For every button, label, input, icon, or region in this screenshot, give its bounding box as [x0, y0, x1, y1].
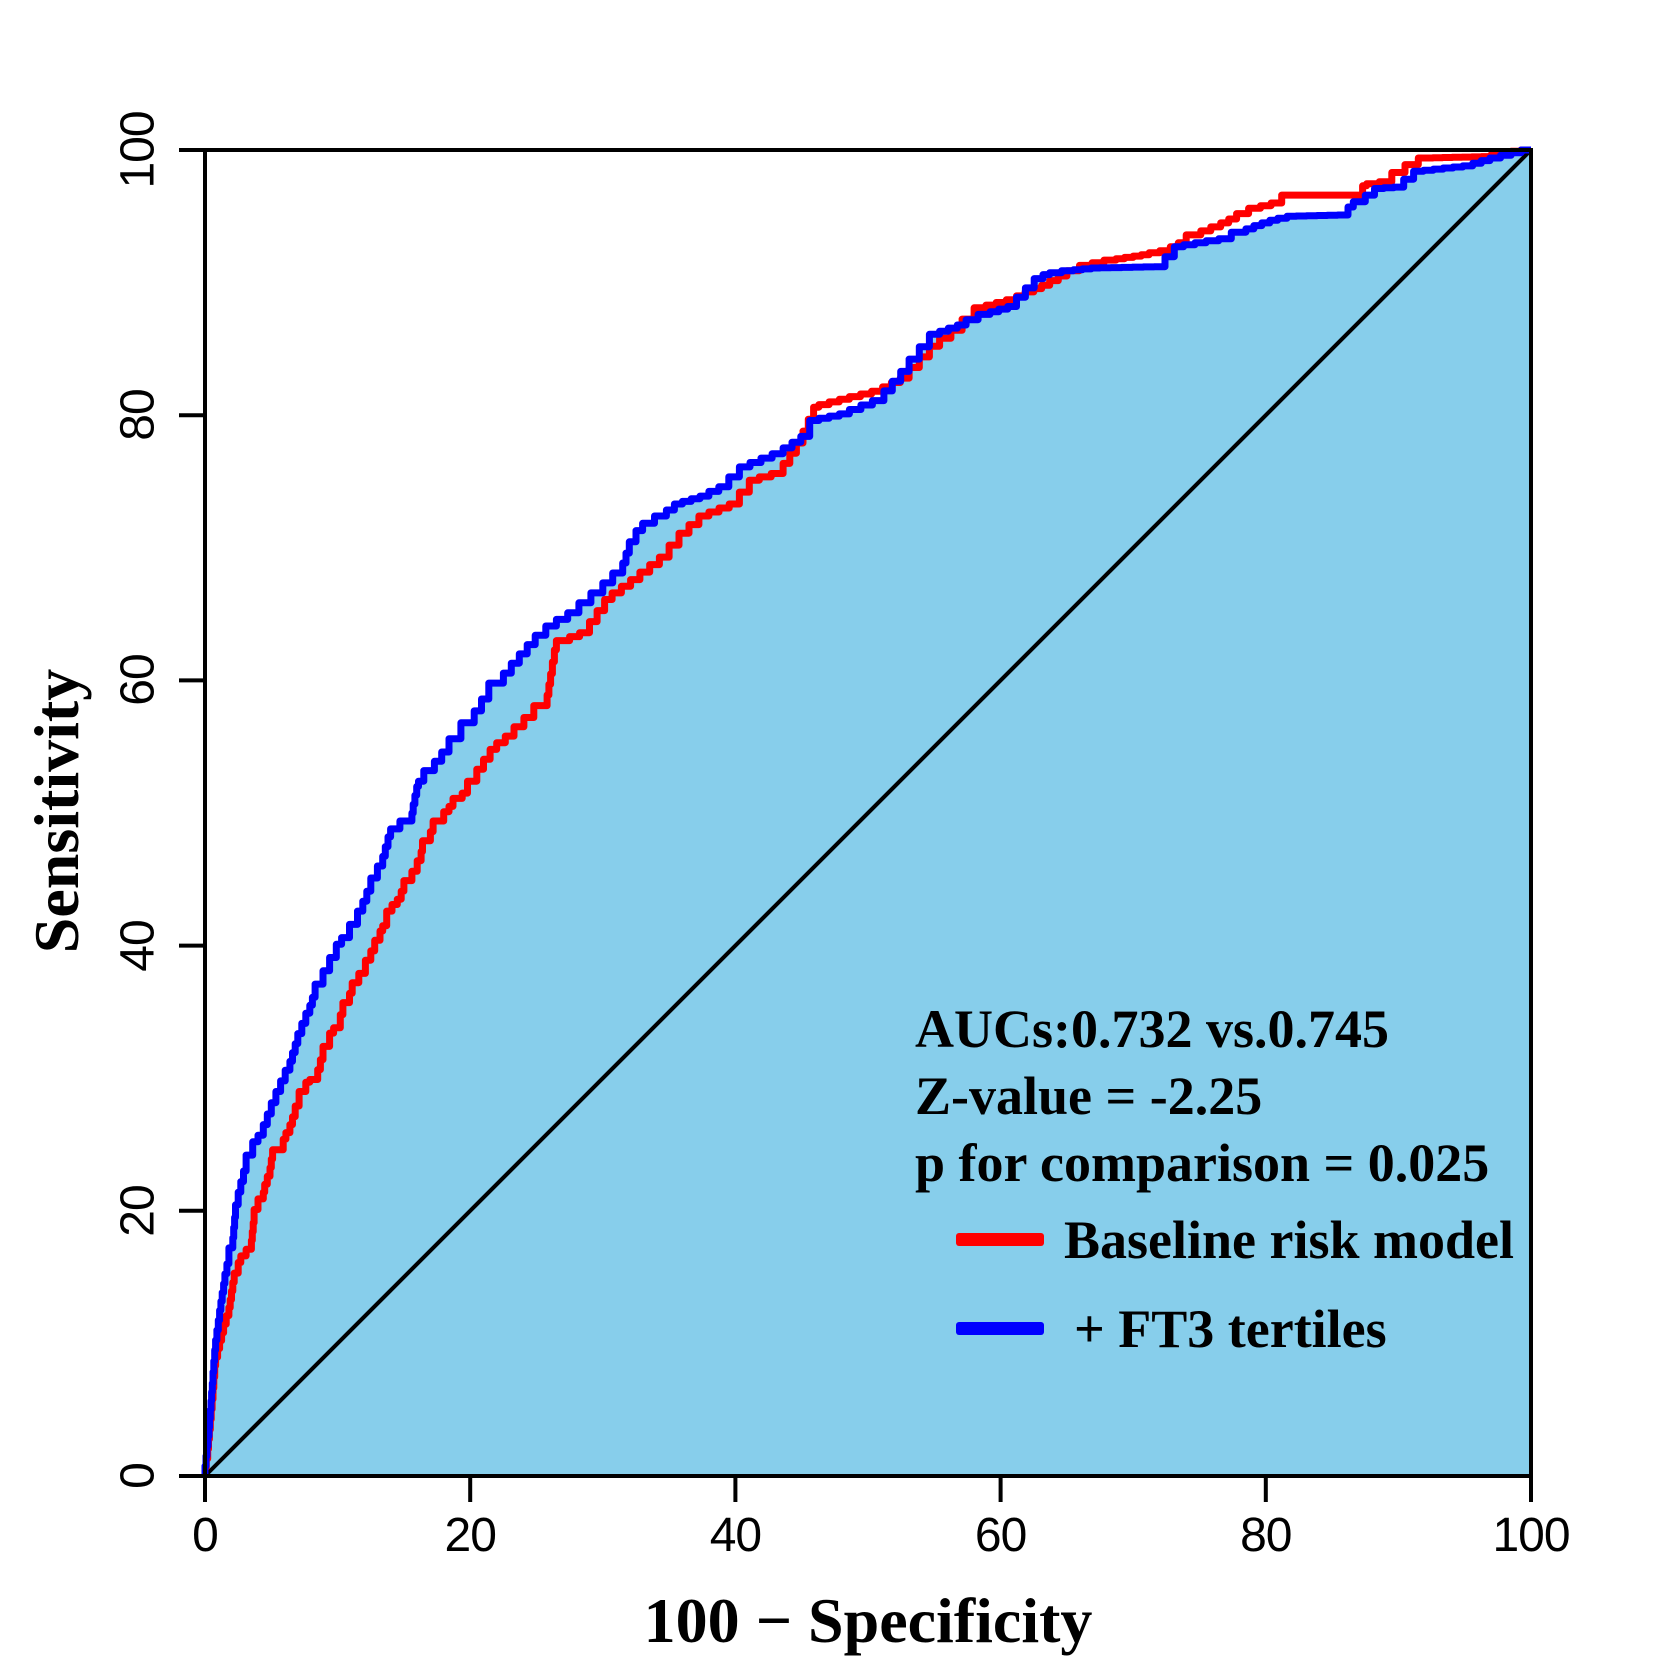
- diagonal-reference-line: [203, 148, 1533, 1478]
- y-tick-label-20: 20: [111, 1185, 165, 1237]
- baseline-line-swatch: [956, 1233, 1044, 1246]
- annotation-z-value: Z-value = -2.25: [915, 1066, 1263, 1126]
- y-tick-label-40: 40: [111, 919, 165, 972]
- x-tick-label-80: 80: [1240, 1509, 1292, 1562]
- legend-label-baseline: Baseline risk model: [1064, 1210, 1515, 1270]
- y-tick-label-100: 100: [111, 111, 165, 189]
- annotation-p-value: p for comparison = 0.025: [915, 1133, 1490, 1193]
- x-tick-label-60: 60: [974, 1509, 1027, 1562]
- plot-box: [203, 148, 1533, 1478]
- y-tick-label-0: 0: [111, 1463, 165, 1489]
- ft3-tertiles-curve: [201, 146, 1531, 1476]
- x-tick-label-20: 20: [444, 1509, 496, 1562]
- x-axis-title: 100 − Specificity: [643, 1585, 1093, 1656]
- y-tick-label-80: 80: [111, 389, 165, 441]
- legend-label-ft3: + FT3 tertiles: [1074, 1299, 1387, 1359]
- x-tick-label-0: 0: [192, 1509, 219, 1562]
- x-tick-label-100: 100: [1492, 1509, 1570, 1562]
- x-tick-label-40: 40: [709, 1509, 762, 1562]
- stats-annotation: AUCs:0.732 vs.0.745 Z-value = -2.25 p fo…: [915, 996, 1489, 1197]
- y-tick-label-60: 60: [111, 654, 165, 707]
- ft3-line-swatch: [956, 1322, 1044, 1335]
- annotation-aucs: AUCs:0.732 vs.0.745: [915, 999, 1390, 1059]
- y-axis-title: Sensitivity: [21, 668, 92, 954]
